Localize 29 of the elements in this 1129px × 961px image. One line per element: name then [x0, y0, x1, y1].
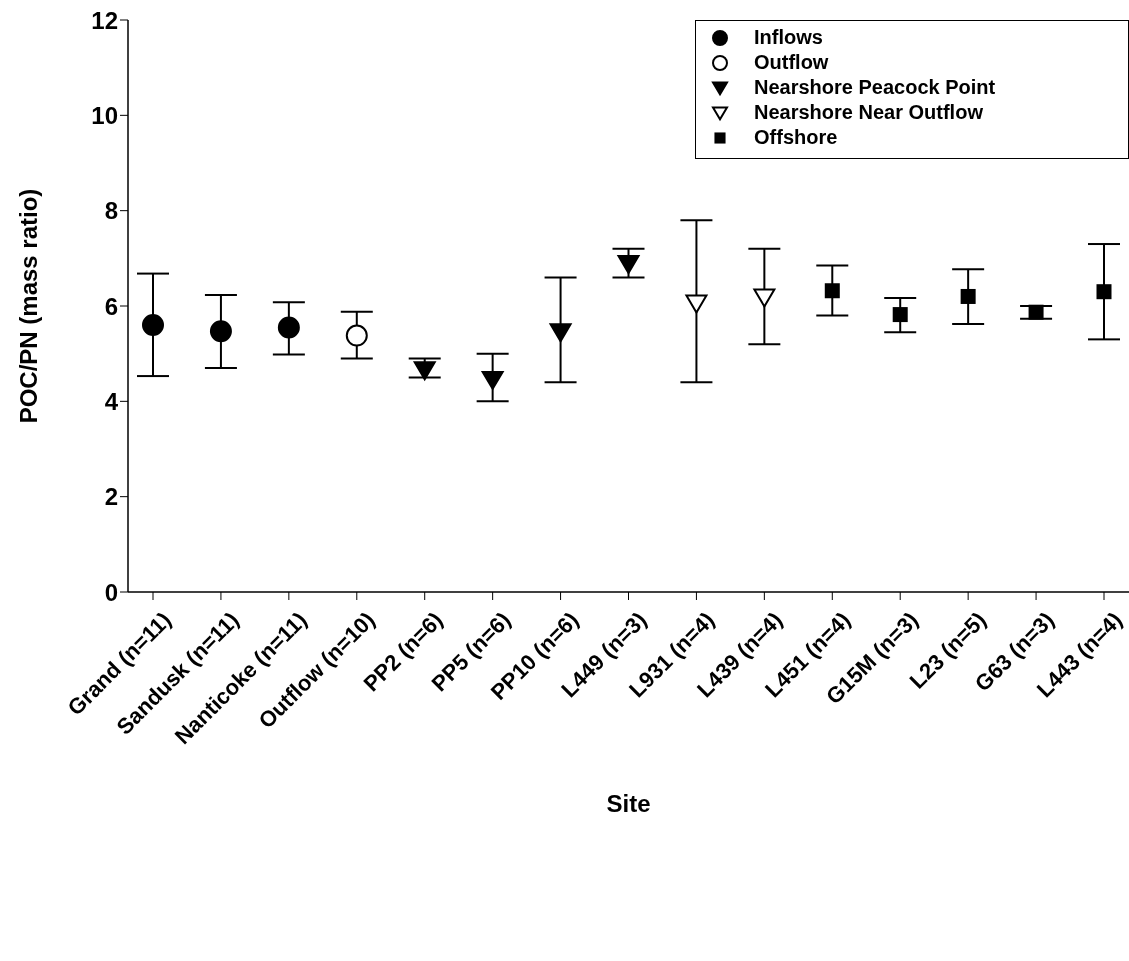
point [549, 323, 572, 343]
point [413, 361, 436, 381]
y-tick-label: 8 [104, 197, 118, 225]
point [142, 314, 164, 337]
legend-label: Nearshore Near Outflow [754, 101, 983, 124]
y-tick-label: 12 [91, 6, 118, 34]
legend-label: Nearshore Peacock Point [754, 76, 996, 99]
y-tick-label: 4 [104, 387, 119, 415]
y-tick-label: 6 [104, 292, 118, 320]
x-axis-title: Site [606, 790, 651, 817]
y-tick-label: 10 [91, 101, 118, 129]
y-axis-title: POC/PN (mass ratio) [14, 188, 42, 424]
point [617, 255, 640, 275]
point [1096, 284, 1112, 300]
point [1028, 304, 1044, 320]
y-tick-label: 0 [104, 578, 118, 606]
point [481, 370, 504, 390]
point [824, 283, 840, 299]
point [345, 324, 368, 347]
point [209, 320, 232, 343]
legend-label: Offshore [754, 126, 838, 149]
y-tick-label: 2 [104, 483, 118, 511]
point [892, 307, 908, 323]
legend-label: Inflows [754, 26, 823, 49]
point [685, 294, 708, 314]
legend-label: Outflow [754, 51, 829, 74]
point [960, 288, 976, 304]
point [753, 288, 776, 308]
point [277, 316, 300, 339]
